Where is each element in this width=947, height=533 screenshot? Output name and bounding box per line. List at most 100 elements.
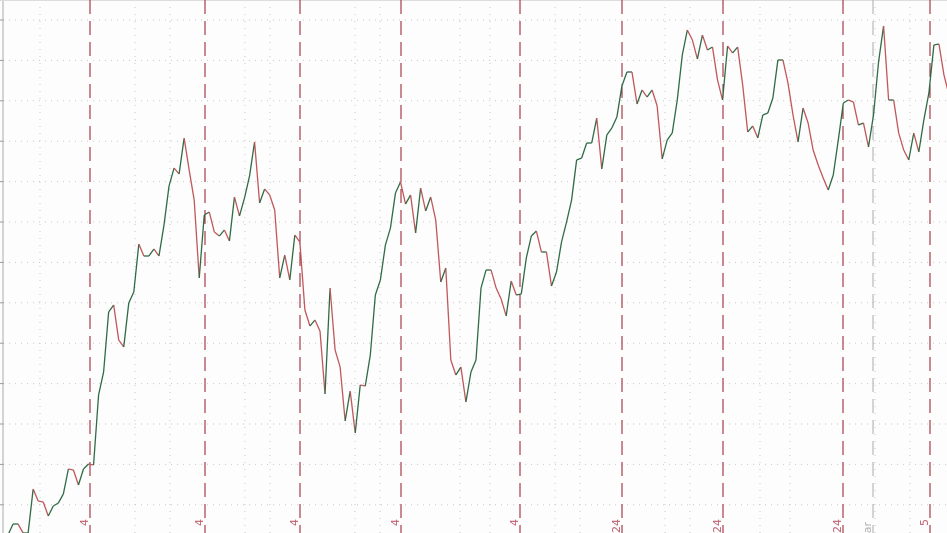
price-segment: [636, 89, 643, 105]
price-segment: [570, 159, 578, 201]
price-segment: [38, 500, 44, 503]
price-segment: [817, 164, 824, 179]
price-segment: [68, 468, 74, 471]
price-segment: [123, 302, 130, 348]
price-segment: [374, 279, 381, 296]
price-segment: [324, 287, 331, 395]
price-segment: [762, 112, 769, 116]
price-segment: [113, 304, 120, 341]
price-segment: [727, 45, 734, 54]
price-segment: [27, 488, 34, 533]
price-segment: [284, 254, 291, 281]
price-segment: [364, 354, 371, 387]
price-segment: [158, 224, 165, 257]
price-segment: [133, 243, 140, 293]
price-segment: [319, 330, 326, 395]
price-segment: [933, 43, 940, 46]
price-segment: [153, 248, 160, 257]
price-segment: [384, 227, 392, 246]
price-segment: [792, 114, 799, 143]
price-segment: [516, 293, 522, 296]
price-segment: [696, 34, 704, 60]
price-segment: [882, 25, 890, 101]
price-segment: [62, 468, 70, 495]
price-segment: [701, 34, 709, 51]
price-segment: [108, 304, 115, 313]
price-segment: [404, 194, 412, 205]
price-segment: [943, 74, 947, 90]
price-segment: [57, 493, 64, 504]
price-segment: [339, 366, 346, 422]
x-tick-label: 24: [831, 519, 844, 533]
price-segment: [550, 271, 558, 287]
price-segment: [928, 44, 935, 94]
price-segment: [576, 157, 582, 161]
price-segment: [203, 211, 210, 216]
price-segment: [445, 267, 452, 361]
price-segment: [565, 199, 573, 223]
price-segment: [274, 209, 281, 279]
price-segment: [248, 141, 256, 177]
price-segment: [721, 45, 729, 101]
price-segment: [616, 85, 623, 118]
price-segment: [525, 235, 532, 259]
price-segment: [399, 181, 407, 205]
x-tick-label: 4: [78, 519, 91, 526]
price-segment: [304, 309, 311, 327]
price-segment: [545, 251, 553, 287]
price-segment: [314, 319, 321, 332]
price-segment: [425, 196, 432, 212]
price-segment: [913, 132, 920, 153]
price-segment: [243, 175, 251, 199]
price-segment: [419, 187, 427, 212]
price-segment: [213, 231, 220, 237]
price-segment: [148, 248, 155, 257]
price-segment: [329, 287, 336, 351]
price-segment: [173, 167, 180, 175]
price-segment: [918, 119, 925, 153]
price-segment: [716, 79, 724, 101]
price-segment: [163, 185, 170, 226]
price-segment: [752, 125, 759, 139]
price-segment: [852, 101, 860, 126]
price-segment: [581, 142, 588, 159]
price-segment: [279, 254, 286, 279]
price-segment: [747, 125, 754, 133]
price-segment: [686, 29, 693, 41]
price-segment: [52, 502, 59, 507]
price-segment: [898, 132, 905, 151]
price-segment: [32, 488, 39, 502]
price-segment: [500, 298, 507, 317]
price-segment: [641, 89, 648, 98]
price-segment: [837, 102, 844, 141]
price-segment: [691, 39, 699, 60]
price-segment: [440, 267, 447, 283]
price-segment: [535, 230, 543, 253]
x-tick-label: 24: [610, 519, 623, 533]
price-segment: [596, 117, 603, 170]
price-segment: [797, 107, 804, 143]
price-segment: [299, 241, 306, 311]
price-segment: [787, 82, 794, 116]
price-segment: [646, 89, 653, 98]
price-segment: [495, 287, 502, 300]
price-segment: [379, 244, 387, 281]
price-segment: [601, 134, 608, 170]
price-segment: [812, 149, 819, 166]
price-segment: [334, 349, 341, 368]
price-segment: [681, 29, 688, 56]
price-segment: [530, 230, 537, 237]
price-segment: [228, 196, 236, 242]
price-segment: [450, 359, 457, 376]
price-segment: [711, 46, 719, 81]
price-segment: [389, 192, 397, 229]
price-segment: [42, 501, 49, 517]
price-segment: [193, 199, 200, 279]
price-segment: [656, 105, 663, 160]
price-segment: [238, 197, 246, 217]
price-segment: [369, 294, 376, 356]
price-segment: [223, 229, 231, 242]
price-segment: [772, 59, 779, 99]
price-segment: [258, 188, 266, 204]
